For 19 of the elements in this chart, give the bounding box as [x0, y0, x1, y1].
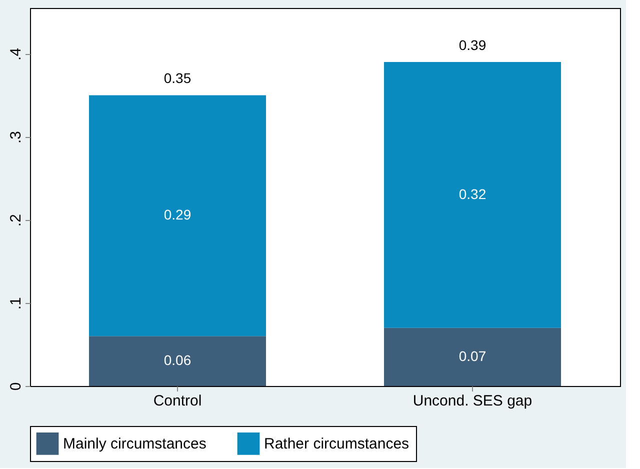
y-tick-label: 0: [8, 382, 24, 391]
bar: [384, 62, 561, 328]
x-tick-label: Uncond. SES gap: [412, 392, 532, 410]
data-label: 0.29: [164, 206, 192, 223]
y-tick-label: .2: [8, 214, 24, 227]
x-tick-label: Control: [153, 392, 202, 410]
data-label: 0.07: [458, 348, 486, 364]
data-label: 0.06: [164, 352, 192, 368]
total-label: 0.39: [458, 37, 486, 53]
legend-label: Mainly circumstances: [63, 436, 206, 453]
data-label: 0.32: [458, 186, 486, 202]
bar: [89, 95, 266, 336]
bar: [384, 328, 561, 386]
y-tick-label: .3: [8, 131, 24, 144]
total-label: 0.35: [164, 70, 192, 86]
bar: [89, 336, 266, 386]
y-tick-label: .4: [8, 48, 24, 60]
y-tick-label: .1: [8, 297, 24, 310]
legend-label: Rather circumstances: [264, 436, 410, 453]
